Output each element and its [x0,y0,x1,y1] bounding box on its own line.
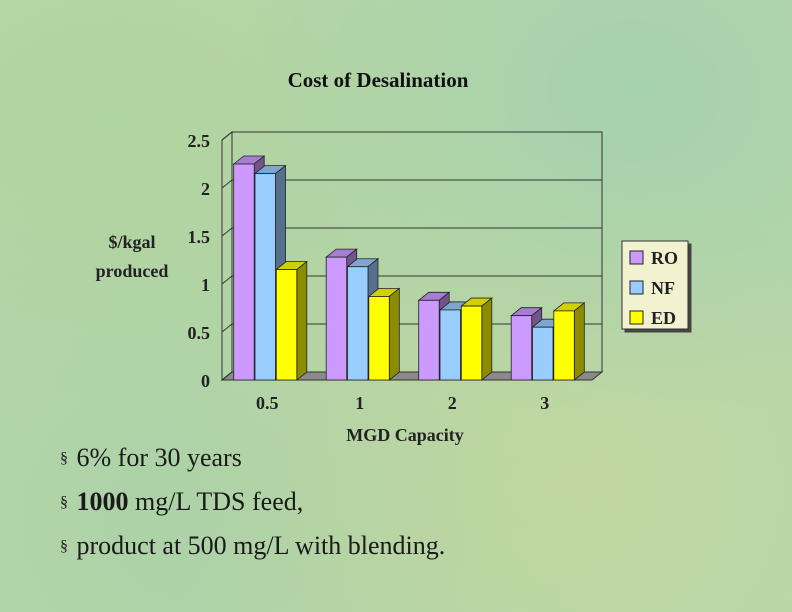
bar-front [347,266,369,381]
bullet-marker: § [60,538,68,555]
bar-front [275,269,298,381]
bar-front [510,315,533,381]
x-tick-label: 2 [448,393,457,413]
bar-front [254,173,276,381]
legend-label: NF [651,278,675,298]
bar-side [481,297,493,381]
bullet-list: § 6% for 30 years § 1000 mg/L TDS feed, … [60,440,445,572]
bar [275,260,308,381]
legend-label: ED [651,308,676,328]
bullet-bold-text: 1000 [76,487,129,516]
bar-front [325,256,348,381]
legend-swatch [629,310,644,325]
y-tick-label: 2.5 [188,131,211,151]
bullet-marker: § [60,494,68,511]
x-tick-label: 0.5 [256,393,279,413]
bar-front [532,326,554,381]
bullet-item: § product at 500 mg/L with blending. [60,528,445,572]
x-tick-label: 1 [355,393,364,413]
bullet-text: product at 500 mg/L with blending. [76,531,446,560]
bar-front [368,296,390,381]
chart-title: Cost of Desalination [288,68,469,92]
bar-front [418,299,440,381]
y-tick-label: 0.5 [188,323,211,343]
bullet-marker: § [60,450,68,467]
bar-side [573,302,585,381]
y-axis-label-line2: produced [96,261,169,281]
bar-front [553,310,575,381]
bar-front [460,305,483,381]
bullet-item: § 1000 mg/L TDS feed, [60,484,445,528]
x-axis-label: MGD Capacity [346,425,463,445]
x-tick-label: 3 [540,393,549,413]
gridline [221,131,602,141]
plot-side-wall [221,130,233,382]
bar [460,297,493,381]
gridline [221,275,602,285]
bullet-item: § 6% for 30 years [60,440,445,484]
y-tick-label: 1.5 [188,227,211,247]
bar [367,287,401,381]
legend-swatch [629,250,644,265]
bar-front [233,163,255,381]
bar-side [388,287,400,381]
legend-swatch [629,280,644,295]
y-axis-label-line1: $/kgal [108,232,155,252]
bullet-text: 6% for 30 years [76,443,242,472]
bar-front [439,309,461,381]
bar-side [296,260,308,381]
y-tick-label: 1 [201,275,210,295]
bar [552,302,586,381]
gridline [221,179,602,189]
legend-label: RO [651,248,678,268]
gridline [221,227,602,237]
chart-legend: RO NF ED [621,240,689,330]
bullet-text: mg/L TDS feed, [128,487,304,516]
y-tick-label: 0 [201,371,210,391]
y-tick-label: 2 [201,179,210,199]
